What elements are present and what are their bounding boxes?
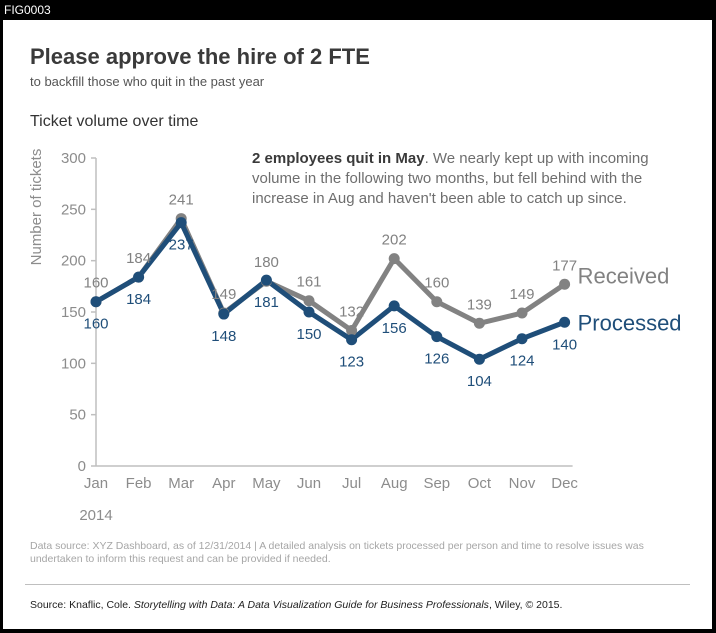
processed-data-label: 160 — [83, 316, 108, 333]
annotation-text: . We nearly kept up with incoming volume… — [252, 150, 649, 207]
x-tick-label: Nov — [509, 475, 536, 492]
received-point — [516, 307, 528, 319]
line-chart: 0 50 100 150 200 250 300 Jan Feb Mar Apr May Jun Jul A… — [28, 149, 682, 524]
received-data-label: 180 — [254, 254, 279, 271]
divider — [25, 584, 690, 585]
received-data-label: 149 — [509, 286, 534, 303]
y-tick-label: 50 — [69, 407, 86, 424]
x-tick-label: Dec — [551, 475, 578, 492]
processed-point — [346, 334, 358, 346]
received-point — [431, 296, 443, 308]
y-tick-label: 200 — [61, 253, 86, 270]
processed-data-label: 104 — [467, 373, 492, 390]
received-point — [346, 324, 358, 336]
processed-data-label: 148 — [211, 328, 236, 345]
received-data-label: 160 — [424, 275, 449, 292]
source-book-title: Storytelling with Data: A Data Visualiza… — [133, 599, 489, 611]
received-data-label: 132 — [339, 303, 364, 320]
data-source-note: Data source: XYZ Dashboard, as of 12/31/… — [30, 540, 644, 565]
processed-point — [559, 316, 571, 328]
x-tick-label: Apr — [212, 475, 235, 492]
x-tick-label: Jun — [297, 475, 321, 492]
processed-point — [133, 271, 145, 283]
processed-series-label: Processed — [578, 310, 682, 335]
x-tick-label: Sep — [423, 475, 450, 492]
received-point — [473, 317, 485, 329]
processed-data-label: 181 — [254, 294, 279, 311]
received-point — [559, 278, 571, 290]
x-tick-label: Feb — [126, 475, 152, 492]
received-line — [93, 216, 568, 333]
processed-point — [473, 353, 485, 365]
x-tick-label: Mar — [168, 475, 194, 492]
chart-annotation: 2 employees quit in May. We nearly kept … — [252, 149, 697, 219]
chart-panel: Please approve the hire of 2 FTE to back… — [3, 20, 712, 629]
processed-data-label: 123 — [339, 354, 364, 371]
y-tick-label: 100 — [61, 355, 86, 372]
processed-point — [218, 308, 230, 320]
x-tick-label: Aug — [381, 475, 408, 492]
processed-data-label: 184 — [126, 291, 151, 308]
x-tick-label: Oct — [468, 475, 492, 492]
chart-series — [90, 213, 571, 365]
processed-line — [93, 220, 568, 362]
figure-label: FIG0003 — [4, 3, 51, 17]
received-data-label: 177 — [552, 257, 577, 274]
received-point — [303, 295, 315, 307]
y-tick-label: 150 — [61, 304, 86, 321]
processed-data-label: 156 — [382, 320, 407, 337]
received-point — [388, 253, 400, 265]
annotation-bold: 2 employees quit in May — [252, 150, 425, 167]
chart-axes: 0 50 100 150 200 250 300 Jan Feb Mar Apr May Jun Jul A… — [28, 149, 578, 524]
processed-data-label: 124 — [509, 353, 534, 370]
received-data-label: 202 — [382, 232, 407, 249]
processed-point — [260, 274, 272, 286]
y-axis-title: Number of tickets — [28, 149, 45, 266]
source-prefix: Source: Knaflic, Cole. — [30, 599, 134, 611]
page-subtitle: to backfill those who quit in the past y… — [30, 74, 265, 89]
y-tick-label: 300 — [61, 150, 86, 167]
received-data-label: 160 — [83, 275, 108, 292]
received-data-label: 184 — [126, 250, 151, 267]
processed-point — [303, 306, 315, 318]
x-tick-label: Jul — [342, 475, 361, 492]
received-series-label: Received — [578, 263, 670, 288]
received-data-label: 241 — [169, 192, 194, 209]
processed-point — [516, 333, 528, 345]
processed-data-label: 126 — [424, 351, 449, 368]
page-title: Please approve the hire of 2 FTE — [30, 44, 370, 69]
x-year-label: 2014 — [79, 507, 112, 524]
processed-data-label: 150 — [296, 326, 321, 343]
source-suffix: , Wiley, © 2015. — [488, 599, 563, 611]
processed-point — [90, 296, 102, 308]
y-tick-label: 250 — [61, 201, 86, 218]
y-tick-label: 0 — [78, 458, 86, 475]
x-tick-label: May — [252, 475, 281, 492]
processed-data-label: 237 — [169, 237, 194, 254]
received-data-label: 161 — [296, 274, 321, 291]
processed-point — [388, 300, 400, 312]
chart-data-labels: 160 184 241 149 180 161 132 202 160 139 149 177 160 1… — [83, 192, 681, 391]
processed-point — [431, 331, 443, 343]
x-tick-label: Jan — [84, 475, 108, 492]
processed-data-label: 140 — [552, 336, 577, 353]
processed-point — [175, 217, 187, 229]
chart-title: Ticket volume over time — [30, 113, 199, 130]
source-citation: Source: Knaflic, Cole. Storytelling with… — [30, 599, 562, 611]
received-data-label: 139 — [467, 296, 492, 313]
received-data-label: 149 — [211, 286, 236, 303]
